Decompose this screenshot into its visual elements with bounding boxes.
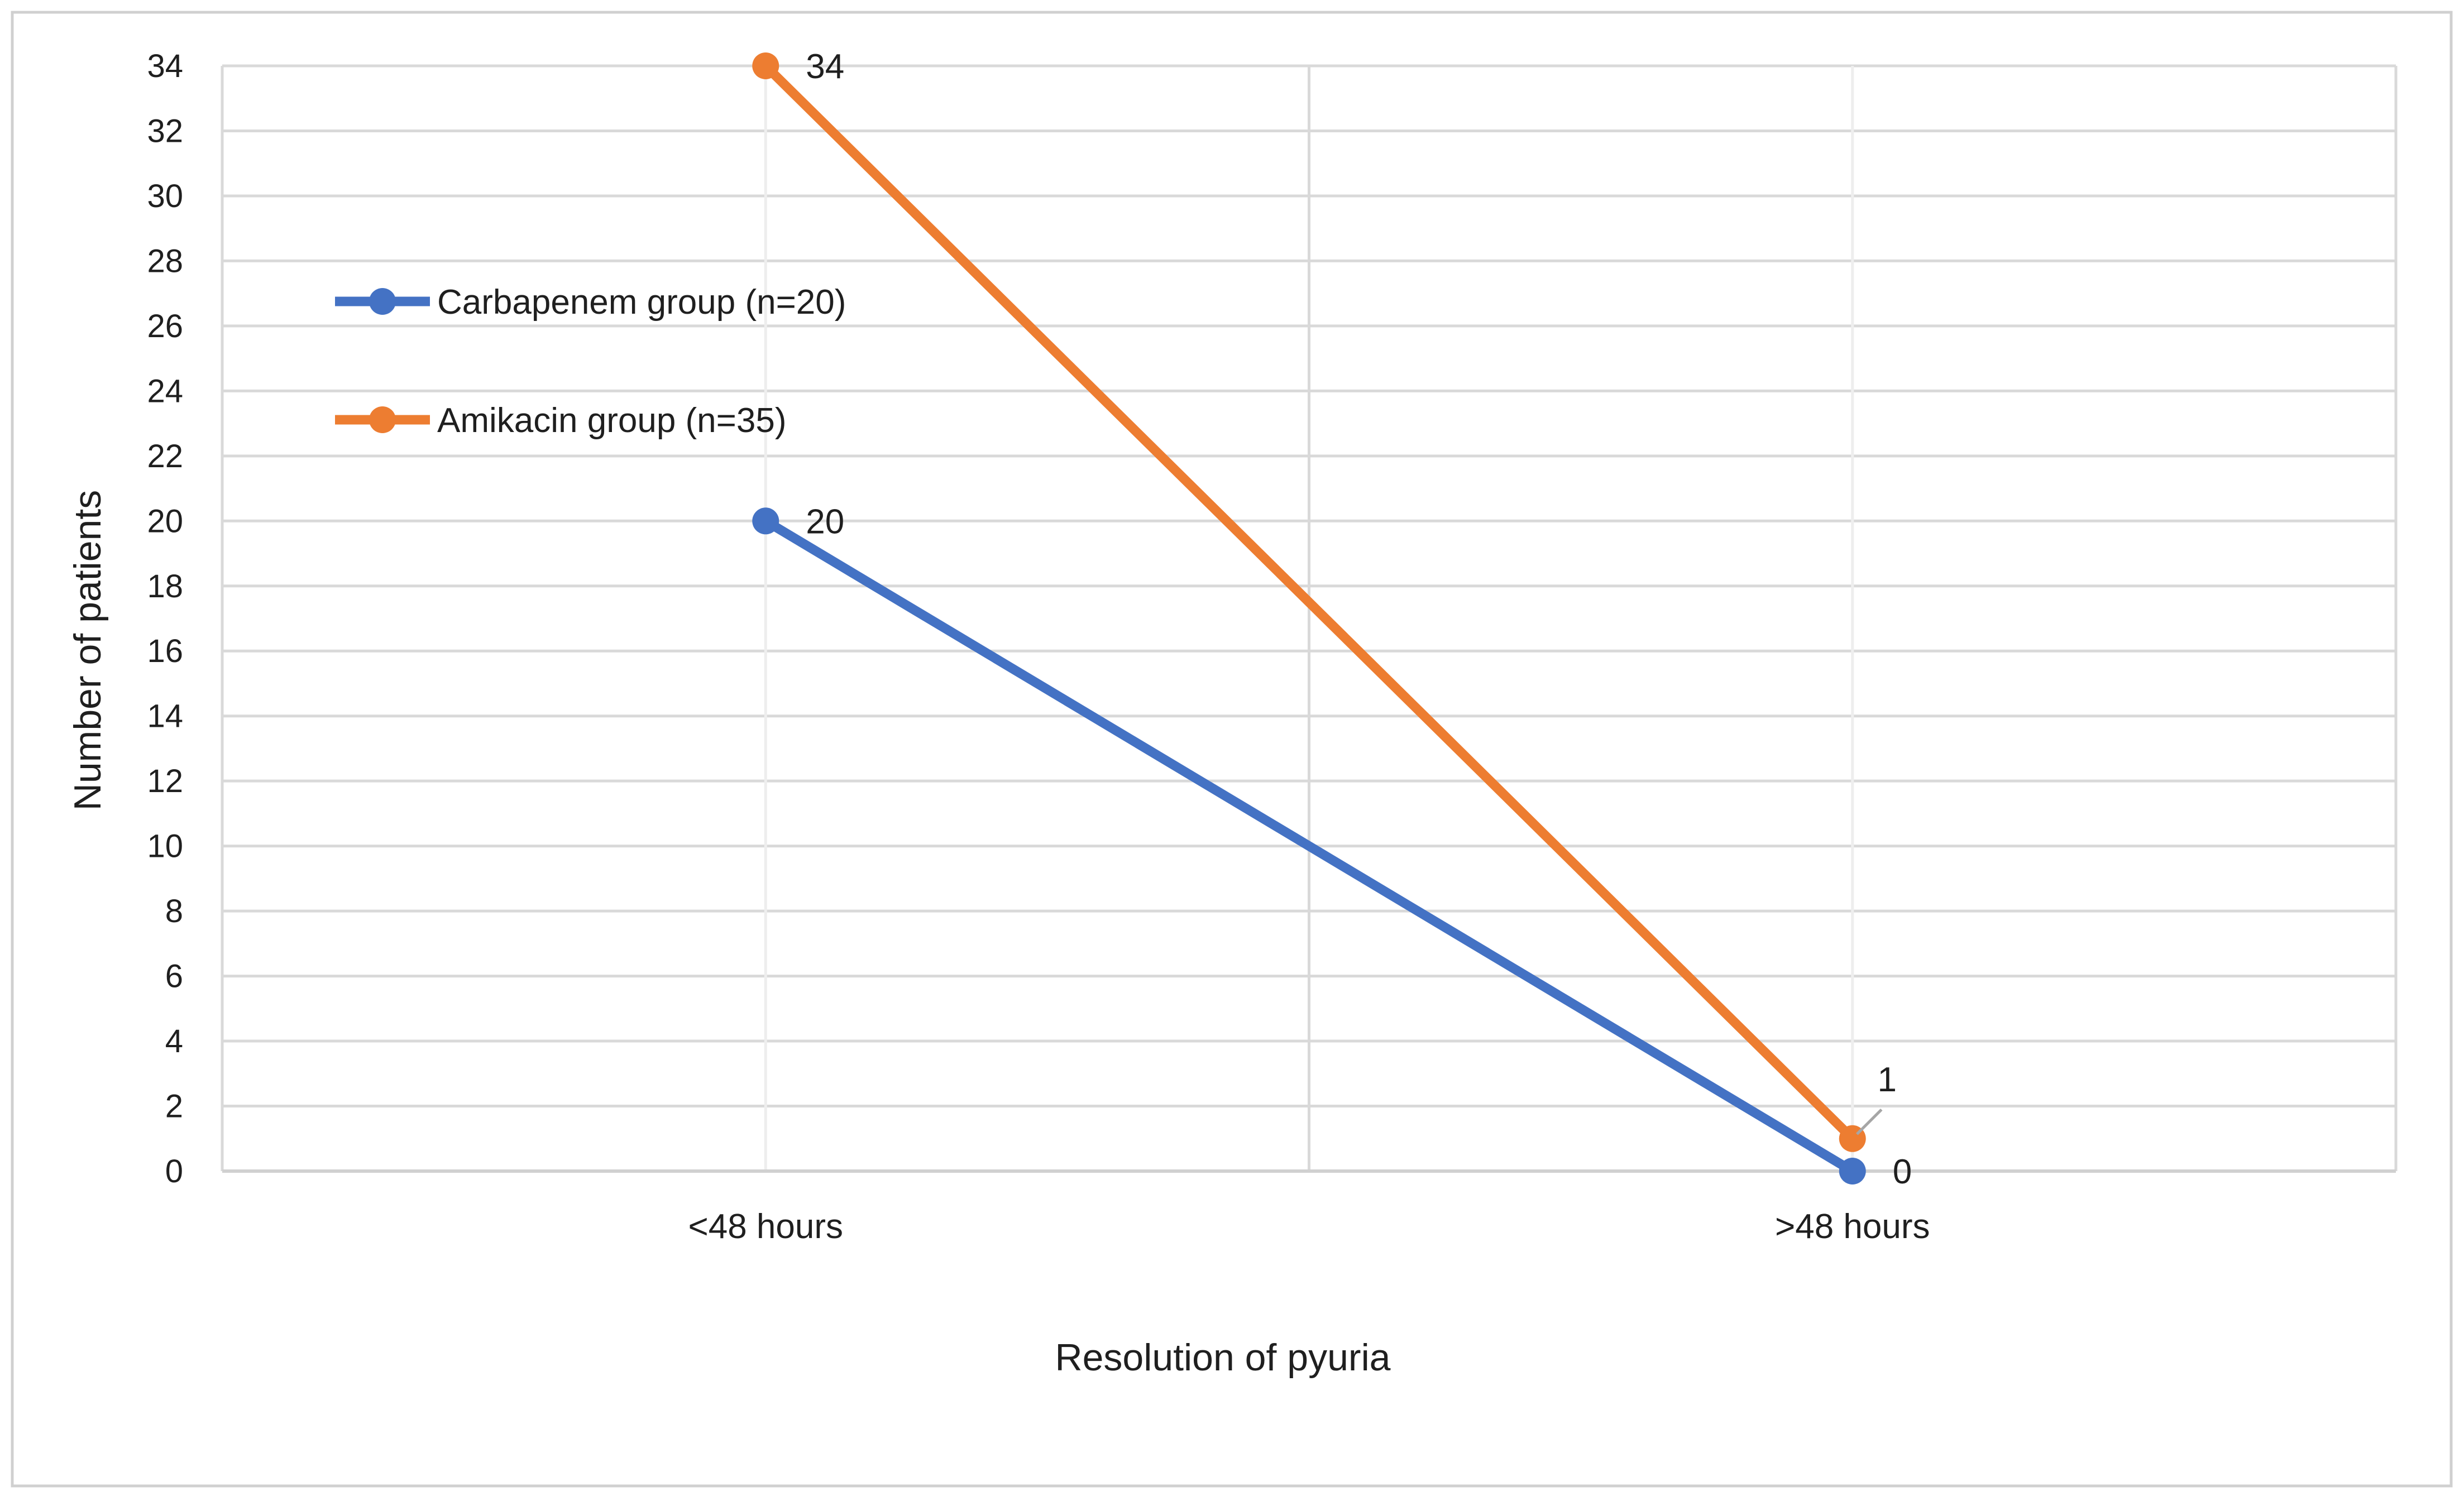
x-category-label: <48 hours	[688, 1207, 844, 1246]
legend-label-carbapenem: Carbapenem group (n=20)	[437, 283, 846, 322]
y-tick-label: 20	[147, 503, 183, 539]
legend: Carbapenem group (n=20) Amikacin group (…	[335, 283, 846, 440]
x-category-labels: <48 hours >48 hours	[688, 1207, 1930, 1246]
data-point	[752, 507, 779, 535]
legend-marker-amikacin	[369, 406, 396, 433]
y-tick-label: 26	[147, 308, 183, 344]
data-labels: 20 0 34 1	[806, 47, 1912, 1191]
x-axis-title: Resolution of pyuria	[1055, 1336, 1390, 1379]
grid-layer	[221, 64, 2398, 1173]
data-label: 0	[1893, 1153, 1912, 1191]
y-tick-label: 6	[165, 958, 183, 995]
y-tick-label: 4	[165, 1023, 183, 1059]
data-label: 20	[806, 502, 844, 541]
y-tick-label: 2	[165, 1088, 183, 1125]
y-axis-title: Number of patients	[66, 490, 109, 811]
legend-item-carbapenem: Carbapenem group (n=20)	[335, 283, 846, 322]
legend-item-amikacin: Amikacin group (n=35)	[335, 401, 786, 440]
data-point	[1839, 1158, 1866, 1185]
data-label: 34	[806, 47, 844, 86]
y-tick-label: 24	[147, 373, 183, 409]
y-tick-label: 14	[147, 698, 183, 735]
data-label: 1	[1878, 1061, 1897, 1099]
series-line-1	[762, 62, 1856, 1142]
y-tick-label: 16	[147, 633, 183, 669]
legend-marker-carbapenem	[369, 288, 396, 315]
data-point	[752, 52, 779, 79]
y-tick-label: 30	[147, 178, 183, 214]
data-label-leader-line	[1855, 1108, 1883, 1135]
x-category-label: >48 hours	[1775, 1207, 1930, 1246]
y-tick-label: 28	[147, 243, 183, 279]
y-tick-label: 12	[147, 763, 183, 799]
y-tick-label: 10	[147, 828, 183, 865]
y-tick-label: 34	[147, 48, 183, 84]
chart-border	[11, 11, 2453, 1488]
y-tick-label: 22	[147, 438, 183, 474]
y-tick-label: 18	[147, 568, 183, 605]
y-tick-label: 8	[165, 893, 183, 929]
y-tick-label: 0	[165, 1153, 183, 1190]
legend-label-amikacin: Amikacin group (n=35)	[437, 401, 786, 440]
series-line-0	[763, 517, 1855, 1176]
y-tick-label: 32	[147, 113, 183, 149]
